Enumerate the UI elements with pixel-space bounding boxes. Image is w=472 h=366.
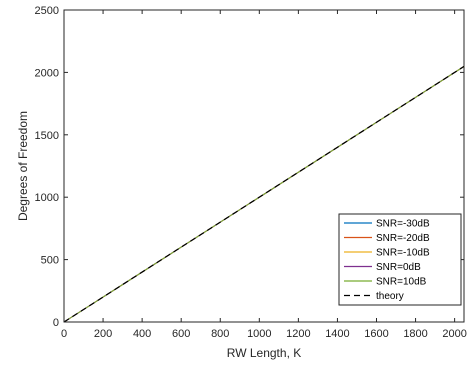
- legend-label-snr-20db: SNR=-20dB: [376, 233, 430, 244]
- x-tick-label: 400: [133, 328, 151, 340]
- legend: SNR=-30dB SNR=-20dB SNR=-10dB SNR=0dB SNR=10…: [338, 213, 462, 306]
- y-tick-label: 1000: [35, 192, 59, 204]
- x-tick-label: 1400: [325, 328, 349, 340]
- y-tick-label: 1500: [35, 130, 59, 142]
- x-tick-label: 2000: [442, 328, 466, 340]
- legend-label-snr-10db: SNR=-10dB: [376, 248, 430, 259]
- x-tick-label: 0: [61, 328, 67, 340]
- y-tick-label: 0: [53, 317, 59, 329]
- x-tick-label: 600: [172, 328, 190, 340]
- legend-box: [338, 213, 462, 306]
- y-tick-label: 500: [41, 255, 59, 267]
- legend-label-theory: theory: [376, 291, 404, 302]
- y-tick-label: 2500: [35, 5, 59, 17]
- legend-label-snr-30db: SNR=-30dB: [376, 219, 430, 230]
- x-tick-label: 1000: [247, 328, 271, 340]
- x-tick-label: 1600: [364, 328, 388, 340]
- ticks-layer: 0 200 400 600 800 1000 1200 1400 1600 1800 2000 0 50…: [35, 5, 467, 340]
- series-layer: [63, 65, 465, 323]
- series-line-theory: [63, 65, 465, 323]
- x-tick-label: 200: [94, 328, 112, 340]
- y-tick-label: 2000: [35, 67, 59, 79]
- x-tick-label: 1800: [403, 328, 427, 340]
- x-tick-label: 1200: [286, 328, 310, 340]
- legend-label-snr-10db: SNR=10dB: [376, 277, 427, 288]
- x-axis-label: RW Length, K: [227, 346, 301, 360]
- y-axis-label: Degrees of Freedom: [16, 111, 30, 221]
- legend-label-snr-0db: SNR=0dB: [376, 262, 421, 273]
- x-tick-label: 800: [211, 328, 229, 340]
